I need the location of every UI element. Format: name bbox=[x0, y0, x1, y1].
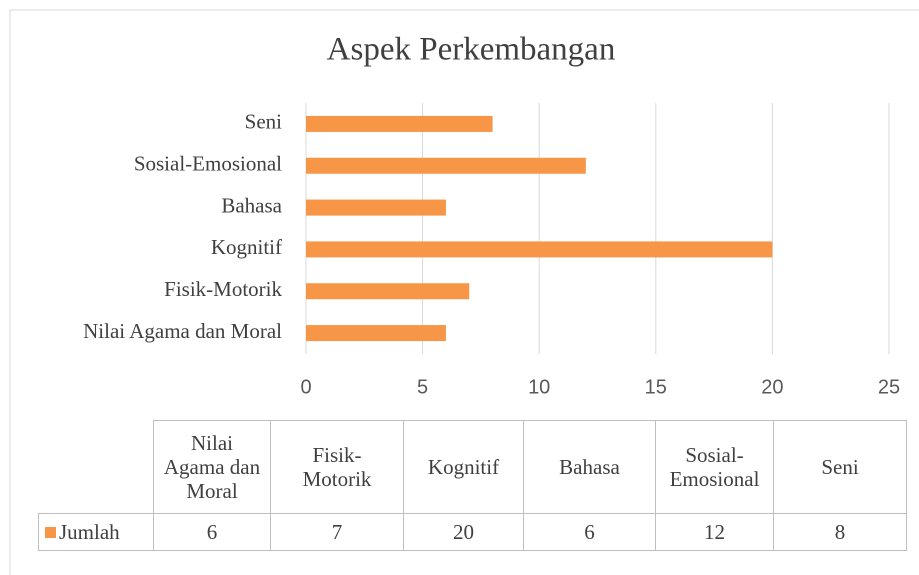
y-tick-label: Kognitif bbox=[211, 235, 282, 259]
y-tick-label: Bahasa bbox=[221, 193, 282, 217]
x-tick-label: 25 bbox=[878, 376, 900, 398]
chart-title: Aspek Perkembangan bbox=[327, 32, 616, 68]
y-tick-label: Fisik-Motorik bbox=[164, 277, 282, 301]
x-tick-label: 15 bbox=[645, 376, 667, 398]
bar bbox=[306, 241, 773, 258]
y-tick-label: Nilai Agama dan Moral bbox=[83, 319, 282, 343]
y-tick-label: Seni bbox=[245, 110, 283, 134]
x-tick-label: 20 bbox=[761, 376, 783, 398]
x-tick-label: 0 bbox=[300, 376, 311, 398]
bar bbox=[306, 199, 446, 216]
bar bbox=[306, 325, 446, 342]
bar bbox=[306, 115, 493, 132]
y-tick-label: Sosial-Emosional bbox=[134, 152, 282, 176]
bar bbox=[306, 283, 470, 300]
x-tick-label: 5 bbox=[417, 376, 428, 398]
chart-frame bbox=[9, 9, 919, 575]
x-tick-label: 10 bbox=[528, 376, 550, 398]
bar bbox=[306, 157, 586, 174]
